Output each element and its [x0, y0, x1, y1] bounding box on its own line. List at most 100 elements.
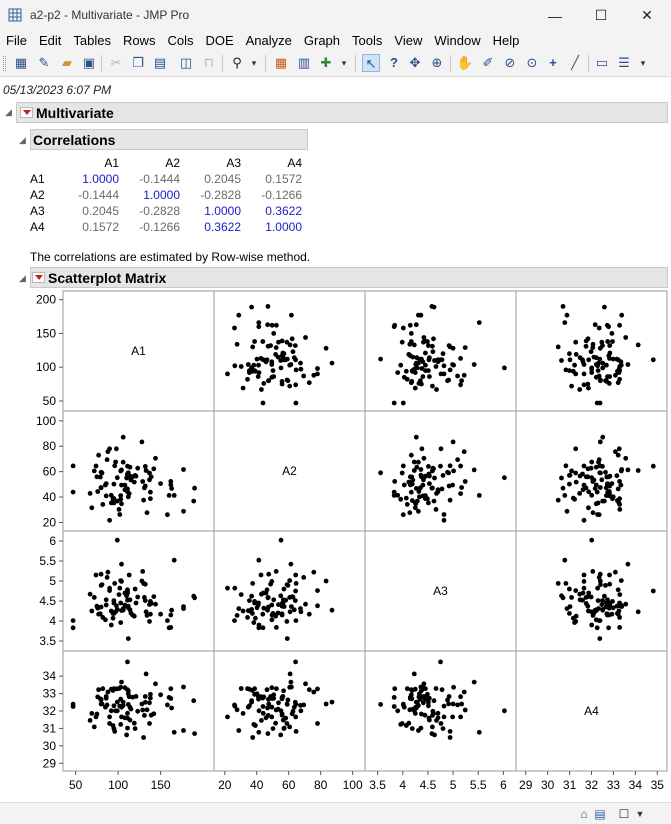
data-point[interactable] [153, 601, 158, 607]
data-point[interactable] [418, 725, 424, 731]
data-point[interactable] [291, 704, 297, 710]
data-point[interactable] [610, 339, 615, 344]
data-point[interactable] [259, 591, 264, 597]
data-point[interactable] [392, 686, 398, 692]
data-point[interactable] [593, 617, 599, 623]
data-point[interactable] [250, 735, 256, 740]
data-point[interactable] [232, 618, 237, 623]
search-dropdown-icon[interactable]: ▾ [251, 58, 257, 68]
data-point[interactable] [112, 463, 118, 469]
data-point[interactable] [135, 594, 141, 600]
data-point[interactable] [94, 711, 100, 717]
data-point[interactable] [455, 373, 460, 379]
data-point[interactable] [607, 572, 612, 578]
data-point[interactable] [597, 636, 603, 641]
data-point[interactable] [569, 468, 574, 474]
data-point[interactable] [119, 679, 124, 685]
data-point[interactable] [430, 383, 435, 389]
data-point[interactable] [438, 357, 443, 363]
data-point[interactable] [142, 464, 148, 469]
data-point[interactable] [600, 365, 606, 371]
data-point[interactable] [279, 694, 285, 700]
data-point[interactable] [476, 320, 482, 325]
selection-tool-icon[interactable]: ✥ [409, 55, 421, 70]
data-point[interactable] [413, 322, 419, 328]
data-point[interactable] [289, 312, 294, 318]
save-icon[interactable]: ▣ [82, 55, 96, 70]
data-point[interactable] [610, 599, 615, 604]
data-point[interactable] [250, 581, 256, 586]
data-point[interactable] [416, 381, 422, 386]
data-point[interactable] [432, 732, 437, 738]
data-point[interactable] [141, 581, 147, 586]
data-point[interactable] [597, 400, 603, 406]
data-point[interactable] [89, 711, 95, 716]
data-point[interactable] [400, 512, 406, 518]
menu-rows[interactable]: Rows [122, 33, 156, 48]
data-point[interactable] [236, 606, 242, 611]
data-point[interactable] [293, 400, 299, 406]
data-point[interactable] [413, 434, 419, 440]
data-point[interactable] [284, 636, 290, 641]
data-point[interactable] [408, 687, 414, 693]
data-point[interactable] [114, 607, 120, 612]
data-point[interactable] [589, 459, 595, 465]
data-point[interactable] [407, 510, 413, 516]
data-point[interactable] [596, 606, 601, 611]
data-point[interactable] [104, 457, 110, 463]
menu-help[interactable]: Help [492, 33, 520, 48]
data-point[interactable] [560, 304, 566, 309]
data-point[interactable] [110, 495, 116, 501]
data-point[interactable] [572, 362, 577, 368]
data-point[interactable] [419, 686, 425, 692]
data-point[interactable] [458, 382, 463, 388]
data-point[interactable] [118, 493, 124, 498]
data-point[interactable] [269, 579, 275, 584]
data-point[interactable] [256, 625, 262, 631]
data-point[interactable] [293, 382, 299, 388]
data-point[interactable] [610, 356, 616, 362]
data-point[interactable] [570, 368, 576, 374]
search-icon[interactable]: ⚲ [232, 55, 242, 70]
data-point[interactable] [450, 482, 455, 488]
maximize-button[interactable]: ☐ [594, 7, 608, 23]
data-point[interactable] [169, 486, 175, 491]
data-point[interactable] [142, 694, 148, 699]
copy-icon[interactable]: ❐ [132, 55, 144, 70]
data-point[interactable] [581, 572, 587, 578]
data-point[interactable] [596, 575, 602, 580]
data-point[interactable] [315, 721, 320, 726]
data-point[interactable] [126, 491, 132, 496]
data-point[interactable] [249, 699, 255, 705]
data-point[interactable] [459, 701, 464, 707]
data-point[interactable] [441, 517, 447, 523]
data-point[interactable] [617, 479, 622, 484]
data-point[interactable] [148, 489, 153, 495]
data-point[interactable] [599, 477, 605, 483]
data-point[interactable] [240, 711, 246, 716]
data-point[interactable] [261, 381, 267, 386]
data-point[interactable] [225, 585, 230, 591]
data-point[interactable] [430, 713, 435, 718]
data-point[interactable] [181, 684, 186, 690]
data-point[interactable] [400, 325, 406, 331]
data-point[interactable] [249, 304, 255, 310]
data-point[interactable] [253, 368, 258, 374]
data-point[interactable] [269, 362, 275, 367]
data-point[interactable] [251, 362, 257, 368]
scatterplot-menu-icon[interactable] [32, 272, 45, 283]
data-point[interactable] [125, 688, 131, 694]
data-point[interactable] [141, 497, 147, 503]
data-point[interactable] [602, 304, 607, 310]
data-point[interactable] [113, 459, 118, 465]
data-point[interactable] [560, 485, 566, 491]
data-point[interactable] [590, 510, 596, 516]
data-point[interactable] [416, 459, 421, 465]
data-point[interactable] [564, 312, 570, 318]
data-point[interactable] [502, 365, 507, 371]
data-point[interactable] [502, 708, 507, 714]
data-point[interactable] [407, 694, 413, 700]
data-point[interactable] [108, 622, 114, 628]
data-point[interactable] [416, 703, 421, 708]
data-point[interactable] [606, 474, 612, 480]
